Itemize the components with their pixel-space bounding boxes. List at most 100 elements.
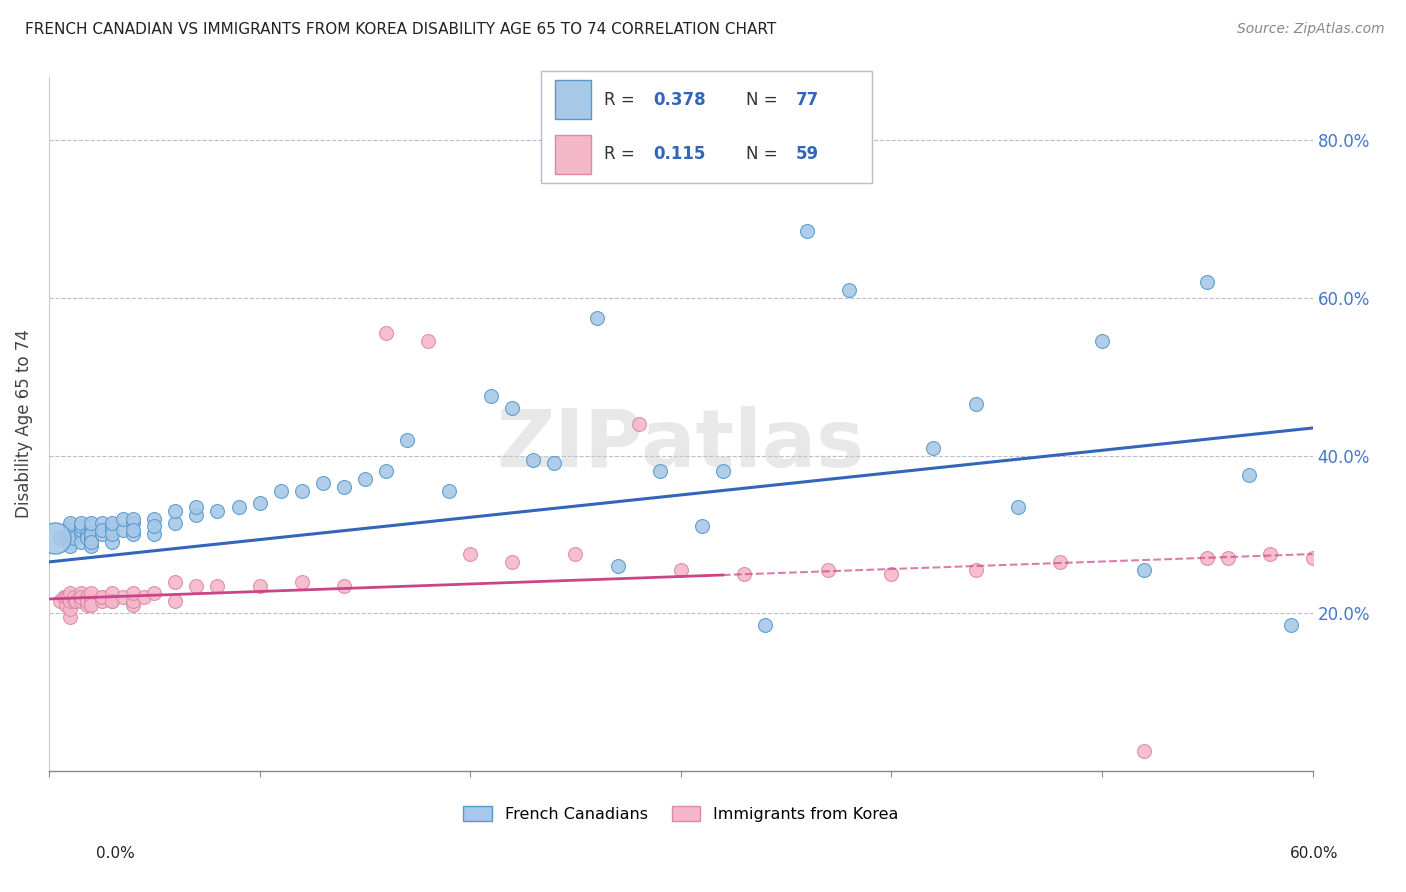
Point: [796, 224, 818, 238]
Point: [80, 527, 103, 541]
Point: [228, 500, 250, 514]
Point: [59, 535, 82, 549]
Point: [80, 531, 103, 545]
Point: [1049, 555, 1071, 569]
Point: [122, 527, 145, 541]
Point: [101, 524, 124, 538]
Point: [354, 472, 377, 486]
Point: [90, 527, 112, 541]
Text: 0.0%: 0.0%: [96, 846, 135, 861]
Point: [122, 524, 145, 538]
Point: [80, 527, 103, 541]
Point: [122, 586, 145, 600]
Point: [270, 483, 292, 498]
Text: 60.0%: 60.0%: [1291, 846, 1339, 861]
Point: [132, 591, 155, 605]
Point: [627, 417, 650, 431]
Text: 0.378: 0.378: [654, 91, 706, 109]
Point: [374, 464, 396, 478]
Point: [63, 531, 86, 545]
Point: [101, 519, 124, 533]
Point: [165, 504, 187, 518]
Point: [69, 535, 91, 549]
Point: [1091, 334, 1114, 349]
Point: [165, 574, 187, 589]
Point: [101, 516, 124, 530]
Point: [143, 519, 166, 533]
Point: [55, 599, 77, 613]
Text: Source: ZipAtlas.com: Source: ZipAtlas.com: [1237, 22, 1385, 37]
Point: [143, 527, 166, 541]
Point: [80, 586, 103, 600]
Point: [838, 283, 860, 297]
Point: [564, 547, 586, 561]
Point: [65, 594, 87, 608]
Point: [90, 591, 112, 605]
Point: [458, 547, 481, 561]
Point: [76, 594, 98, 608]
Point: [1239, 468, 1261, 483]
Point: [80, 539, 103, 553]
Point: [90, 594, 112, 608]
Point: [1302, 551, 1324, 566]
Point: [522, 452, 544, 467]
Point: [48, 594, 70, 608]
Point: [69, 519, 91, 533]
Point: [122, 594, 145, 608]
Point: [965, 397, 987, 411]
Point: [90, 524, 112, 538]
Point: [249, 496, 271, 510]
Point: [186, 500, 208, 514]
Point: [207, 578, 229, 592]
Point: [817, 563, 839, 577]
Point: [80, 524, 103, 538]
Point: [333, 480, 356, 494]
Point: [733, 566, 755, 581]
Point: [543, 457, 565, 471]
Point: [416, 334, 439, 349]
Point: [76, 591, 98, 605]
Point: [648, 464, 671, 478]
Point: [59, 602, 82, 616]
Point: [59, 519, 82, 533]
Point: [59, 527, 82, 541]
Point: [69, 516, 91, 530]
Point: [80, 594, 103, 608]
Point: [333, 578, 356, 592]
Point: [1197, 551, 1219, 566]
Point: [55, 591, 77, 605]
Point: [1197, 275, 1219, 289]
Point: [111, 591, 134, 605]
Point: [59, 594, 82, 608]
Point: [69, 591, 91, 605]
Point: [59, 586, 82, 600]
Point: [880, 566, 903, 581]
Point: [80, 591, 103, 605]
Point: [711, 464, 734, 478]
Point: [479, 389, 502, 403]
Point: [80, 599, 103, 613]
Text: 59: 59: [796, 145, 818, 163]
Point: [165, 594, 187, 608]
Point: [59, 516, 82, 530]
Point: [80, 519, 103, 533]
Point: [63, 594, 86, 608]
Point: [63, 591, 86, 605]
Point: [374, 326, 396, 341]
Point: [76, 531, 98, 545]
Point: [186, 508, 208, 522]
Point: [501, 401, 523, 416]
Point: [69, 591, 91, 605]
Text: 0.115: 0.115: [654, 145, 706, 163]
Point: [1218, 551, 1240, 566]
Point: [1281, 618, 1303, 632]
Point: [48, 531, 70, 545]
Point: [101, 594, 124, 608]
Point: [922, 441, 945, 455]
Point: [606, 558, 628, 573]
Point: [101, 586, 124, 600]
Point: [69, 586, 91, 600]
Point: [312, 476, 335, 491]
Text: 77: 77: [796, 91, 818, 109]
Point: [76, 599, 98, 613]
